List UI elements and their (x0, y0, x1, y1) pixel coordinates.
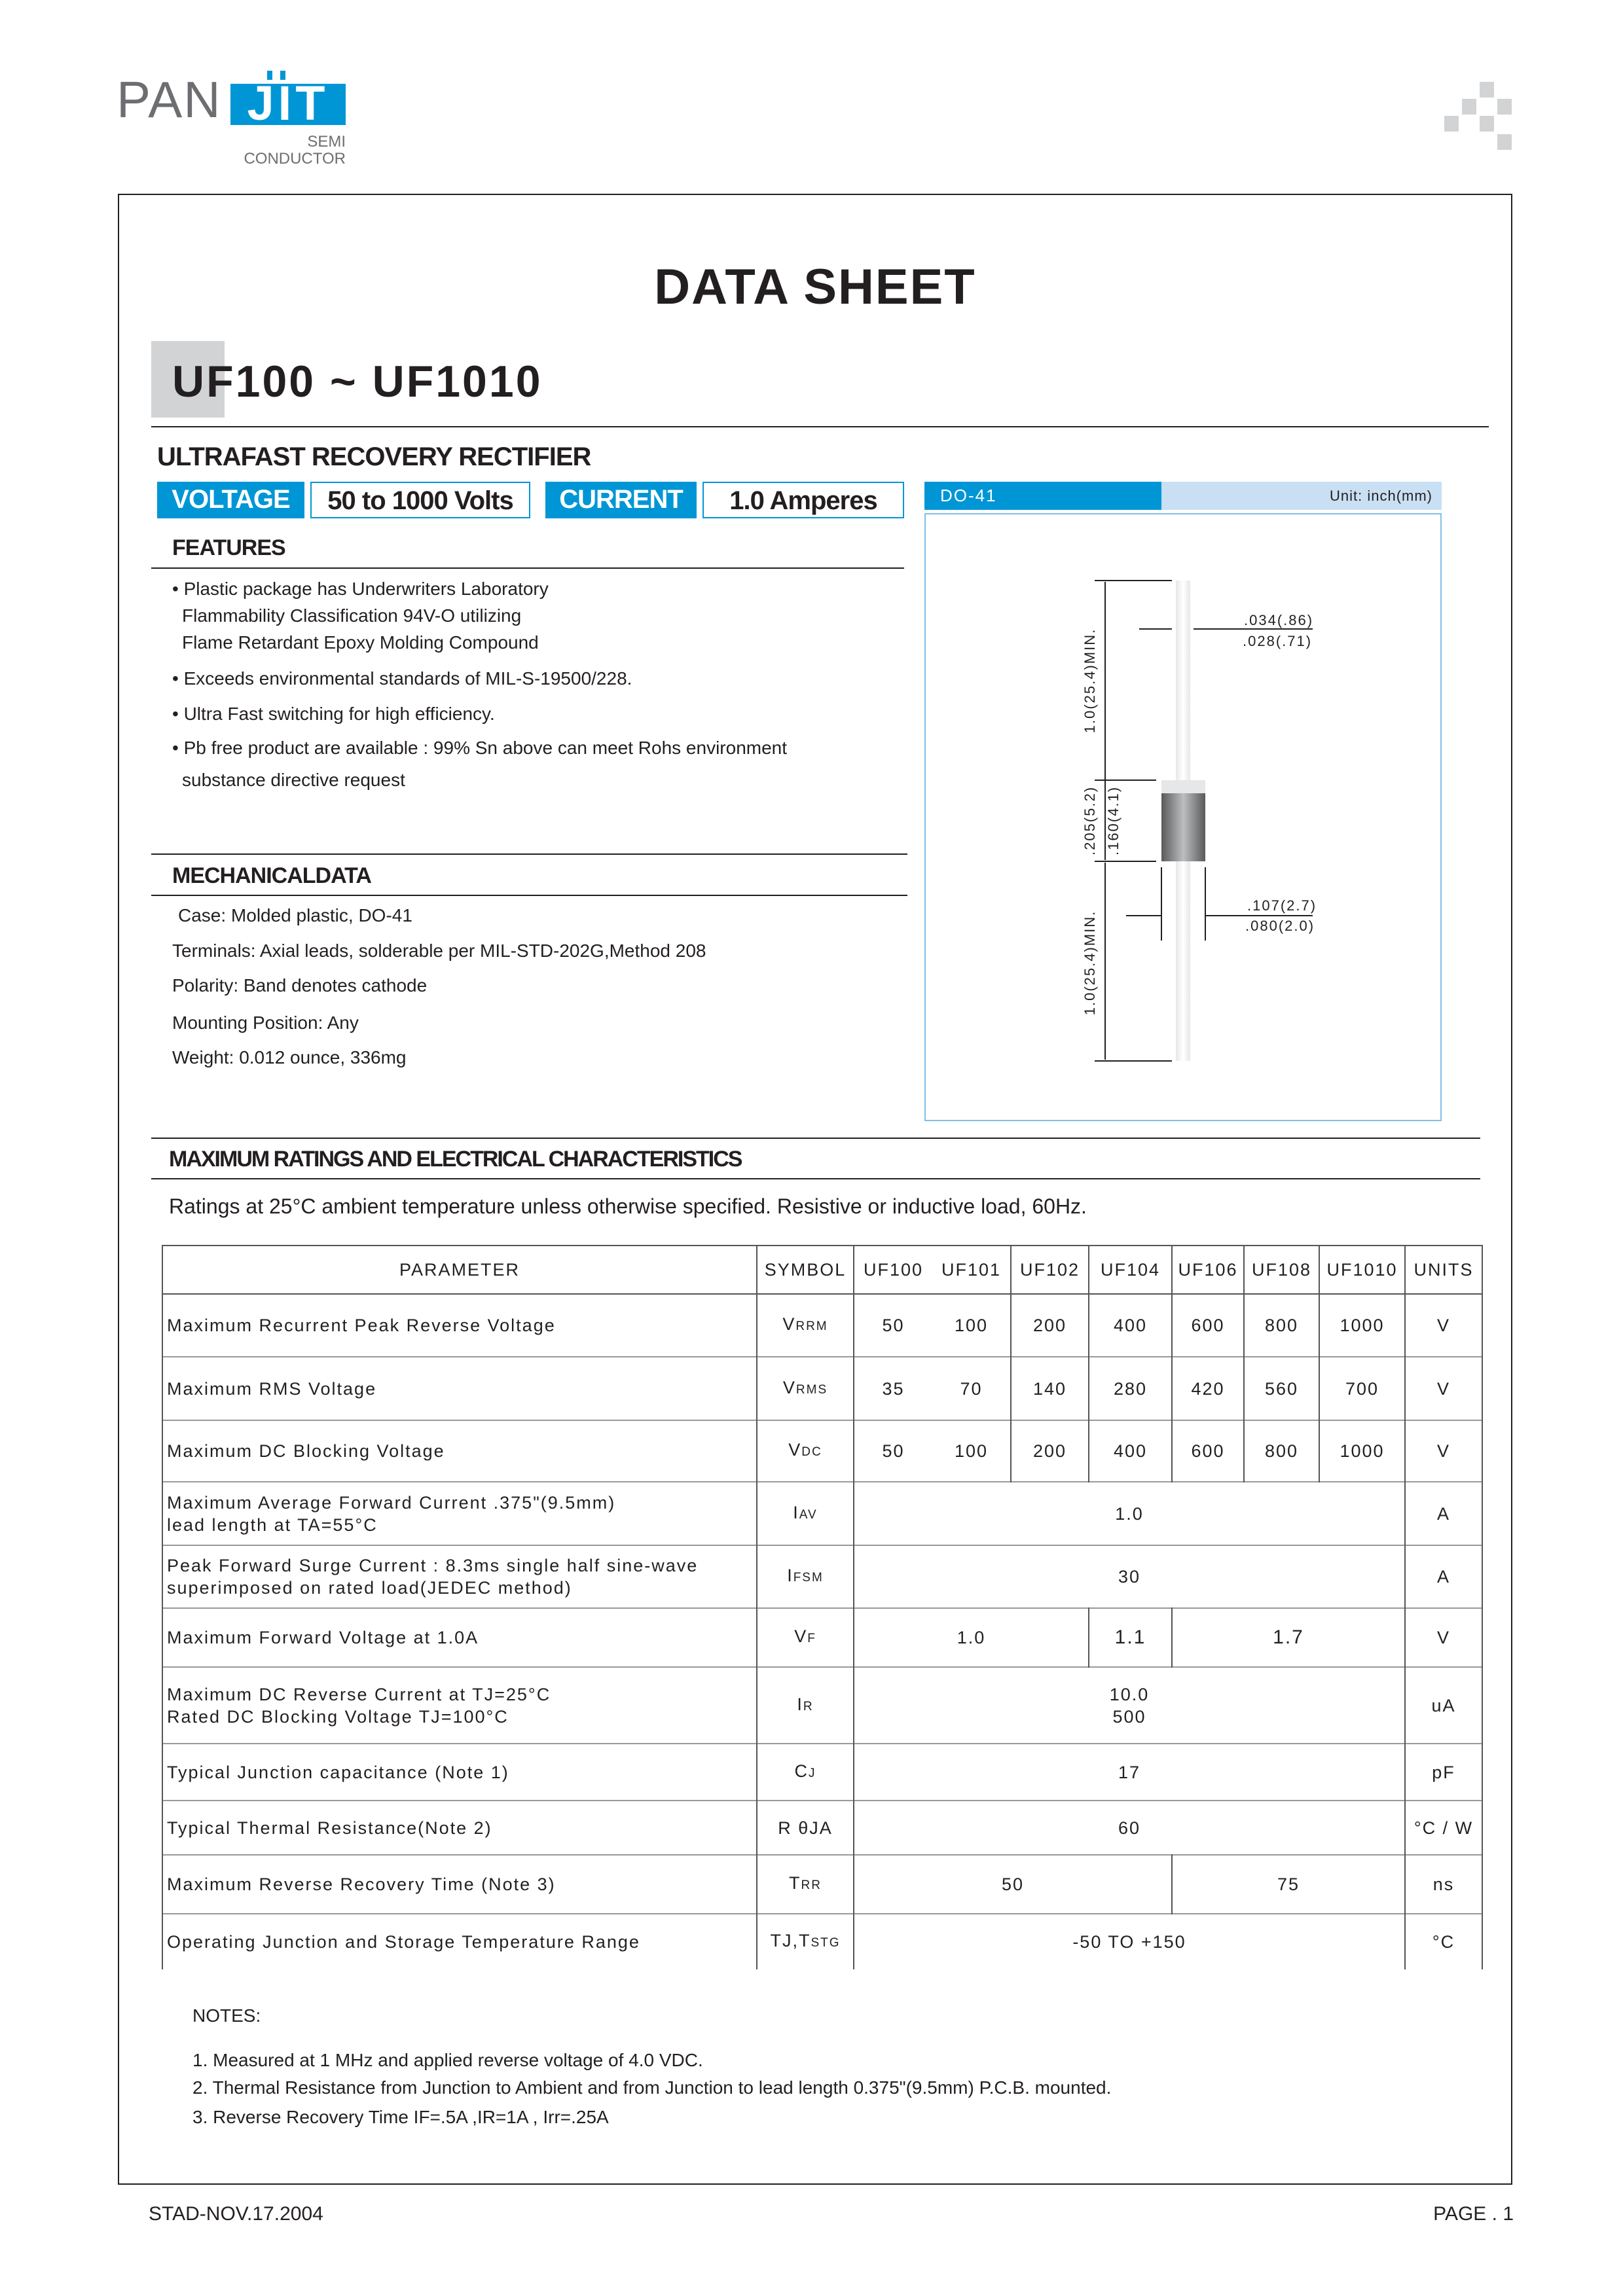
lead-bottom (1176, 861, 1190, 1061)
package-name: DO-41 (924, 482, 1161, 510)
divider (151, 895, 907, 896)
feature-item: • Pb free product are available : 99% Sn… (172, 738, 788, 790)
ratings-note: Ratings at 25°C ambient temperature unle… (169, 1194, 1087, 1218)
note-item: 3. Reverse Recovery Time IF=.5A ,IR=1A ,… (192, 2107, 609, 2127)
table-row: Typical Junction capacitance (Note 1) CJ… (162, 1743, 1483, 1801)
table-row: Maximum Average Forward Current .375"(9.… (162, 1481, 1483, 1545)
divider (151, 1178, 1480, 1179)
col-header: UF102 (1010, 1245, 1089, 1295)
col-header: UF101 (932, 1245, 1012, 1295)
mech-item: Mounting Position: Any (172, 1013, 359, 1033)
voltage-label: VOLTAGE (157, 482, 304, 518)
feature-item: • Plastic package has Underwriters Labor… (172, 579, 549, 653)
mech-item: Polarity: Band denotes cathode (172, 975, 428, 996)
feature-item: • Exceeds environmental standards of MIL… (172, 668, 632, 689)
col-header: UF1010 (1319, 1245, 1406, 1295)
dim-lead-dia-min: .028(.71) (1243, 633, 1312, 649)
package-diagram-frame (924, 513, 1442, 1121)
col-header: PARAMETER (162, 1245, 757, 1295)
table-row: Typical Thermal Resistance(Note 2) R θJA… (162, 1800, 1483, 1855)
logo-sub-conductor: CONDUCTOR (244, 150, 346, 168)
footer-page: PAGE . 1 (1433, 2203, 1514, 2225)
title-accent-box (151, 341, 225, 418)
col-header: UF104 (1088, 1245, 1173, 1295)
footer-code: STAD-NOV.17.2004 (149, 2203, 323, 2225)
dim-body-len-max: .205(5.2) (1082, 786, 1098, 855)
col-header: SYMBOL (756, 1245, 854, 1295)
page-frame (118, 194, 1512, 2185)
dim-body-dia-max: .107(2.7) (1247, 897, 1317, 914)
table-row: Peak Forward Surge Current : 8.3ms singl… (162, 1545, 1483, 1608)
dim-body-dia-min: .080(2.0) (1245, 918, 1315, 934)
table-row: Operating Junction and Storage Temperatu… (162, 1913, 1483, 1969)
dim-lead-dia-max: .034(.86) (1244, 612, 1313, 628)
logo-dot (280, 71, 285, 80)
divider (151, 853, 907, 855)
diode-body (1161, 780, 1205, 861)
cathode-band (1161, 780, 1205, 793)
logo-dot (267, 71, 272, 80)
table-row: Maximum DC Blocking Voltage VDC 50 100 20… (162, 1420, 1483, 1482)
package-unit: Unit: inch(mm) (1161, 482, 1442, 510)
col-header: UF108 (1243, 1245, 1320, 1295)
logo-sub-semi: SEMI (307, 133, 346, 151)
divider (151, 567, 904, 569)
mech-item: Weight: 0.012 ounce, 336mg (172, 1047, 407, 1067)
note-item: 2. Thermal Resistance from Junction to A… (192, 2077, 1112, 2098)
current-value: 1.0 Amperes (702, 482, 904, 518)
notes-title: NOTES: (192, 2005, 261, 2026)
mech-item: Case: Molded plastic, DO-41 (178, 905, 412, 925)
feature-item: • Ultra Fast switching for high efficien… (172, 704, 495, 724)
col-header: UF100 (853, 1245, 932, 1295)
mech-item: Terminals: Axial leads, solderable per M… (172, 941, 706, 961)
product-subtitle: ULTRAFAST RECOVERY RECTIFIER (157, 442, 591, 471)
table-row: Maximum DC Reverse Current at TJ=25°C Rat… (162, 1666, 1483, 1744)
voltage-value: 50 to 1000 Volts (310, 482, 530, 518)
current-label: CURRENT (545, 482, 697, 518)
logo-jit-text: JIT (247, 76, 329, 130)
divider (151, 426, 1489, 427)
features-title: FEATURES (172, 535, 286, 560)
table-row: Maximum RMS Voltage VRMS 35 70 140 280 420 5… (162, 1356, 1483, 1420)
dim-body-len-min: .160(4.1) (1105, 786, 1122, 855)
col-header: UNITS (1404, 1245, 1483, 1295)
page-title: DATA SHEET (654, 259, 976, 315)
divider (151, 1138, 1480, 1139)
table-row: Maximum Forward Voltage at 1.0A VF 1.0 1… (162, 1607, 1483, 1667)
ratings-table: PARAMETER SYMBOL UF100 UF101 UF102 UF104… (162, 1245, 1483, 1969)
table-row: Maximum Recurrent Peak Reverse Voltage V… (162, 1293, 1483, 1357)
col-header: UF106 (1171, 1245, 1245, 1295)
ratings-title: MAXIMUM RATINGS AND ELECTRICAL CHARACTER… (169, 1147, 742, 1172)
part-range-title: UF100 ~ UF1010 (172, 357, 543, 406)
table-header-row: PARAMETER SYMBOL UF100 UF101 UF102 UF104… (162, 1245, 1483, 1295)
logo-box (230, 84, 346, 125)
table-row: Maximum Reverse Recovery Time (Note 3) T… (162, 1854, 1483, 1914)
dim-lead-len-top: 1.0(25.4)MIN. (1082, 628, 1098, 734)
lead-top (1176, 581, 1190, 780)
mechanical-title: MECHANICALDATA (172, 863, 372, 888)
note-item: 1. Measured at 1 MHz and applied reverse… (192, 2050, 703, 2070)
logo-pan-text: PAN (117, 71, 222, 128)
dim-lead-len-bottom: 1.0(25.4)MIN. (1082, 910, 1098, 1016)
